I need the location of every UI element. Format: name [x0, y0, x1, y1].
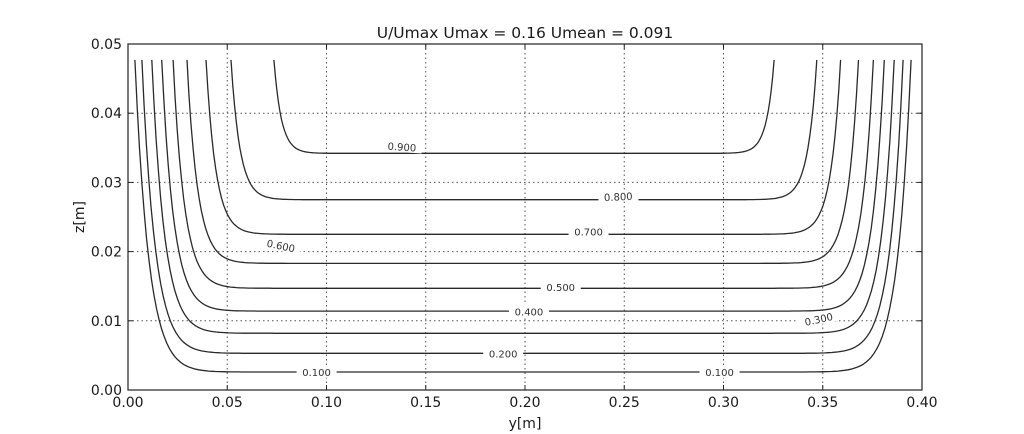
contour-label: 0.800 [597, 188, 639, 204]
x-tick-label: 0.40 [906, 395, 937, 411]
contour-line-0.5 [172, 59, 875, 289]
contour-label: 0.200 [483, 347, 524, 361]
contour-label: 0.300 [797, 308, 840, 329]
y-tick-label: 0.04 [91, 106, 122, 122]
contour-label: 0.600 [260, 235, 302, 255]
contour-label: 0.700 [568, 225, 609, 239]
y-tick-label: 0.02 [91, 245, 122, 261]
x-tick-label: 0.25 [609, 395, 640, 411]
contour-lines [134, 59, 912, 373]
chart-title: U/Umax Umax = 0.16 Umean = 0.091 [377, 24, 674, 42]
contour-line-0.3 [151, 59, 895, 334]
x-tick-label: 0.20 [509, 395, 540, 411]
y-tick-label: 0.05 [91, 37, 122, 53]
svg-text:0.500: 0.500 [546, 283, 575, 294]
x-tick-label: 0.05 [212, 395, 243, 411]
contour-labels: 0.100 0.100 0.200 0.300 0.400 0.500 0.600 0.700… [260, 138, 840, 379]
contour-label: 0.100 [699, 365, 740, 379]
x-axis: 0.00 0.05 0.10 0.15 0.20 0.25 0.30 0.35 0.40 [112, 44, 938, 411]
x-tick-label: 0.00 [112, 395, 143, 411]
y-tick-label: 0.03 [91, 175, 122, 191]
svg-text:0.900: 0.900 [387, 142, 416, 155]
svg-text:0.700: 0.700 [574, 228, 603, 239]
x-tick-label: 0.15 [410, 395, 441, 411]
svg-text:0.800: 0.800 [604, 192, 633, 204]
contour-label: 0.100 [296, 365, 337, 379]
grid-lines [128, 44, 922, 390]
y-axis: 0.00 0.01 0.02 0.03 0.04 0.05 [91, 37, 922, 399]
y-tick-label: 0.00 [91, 383, 122, 399]
y-axis-label: z[m] [72, 201, 88, 233]
svg-text:0.100: 0.100 [705, 368, 734, 379]
contour-line-0.1 [134, 59, 912, 373]
contour-line-0.7 [205, 59, 842, 235]
contour-line-0.9 [273, 59, 775, 154]
x-tick-label: 0.30 [708, 395, 739, 411]
contour-label: 0.400 [508, 304, 549, 318]
svg-text:0.200: 0.200 [489, 350, 518, 361]
contour-label: 0.500 [540, 280, 581, 294]
contour-line-0.4 [161, 59, 885, 312]
contour-line-0.8 [230, 59, 818, 201]
contour-line-0.6 [186, 59, 860, 265]
svg-text:0.100: 0.100 [302, 368, 331, 379]
contour-label: 0.900 [381, 138, 423, 155]
x-axis-label: y[m] [509, 416, 542, 432]
plot-frame [127, 43, 923, 391]
x-tick-label: 0.10 [311, 395, 342, 411]
svg-text:0.400: 0.400 [515, 307, 544, 318]
contour-line-0.2 [141, 59, 904, 354]
x-tick-label: 0.35 [807, 395, 838, 411]
y-tick-label: 0.01 [91, 314, 122, 330]
